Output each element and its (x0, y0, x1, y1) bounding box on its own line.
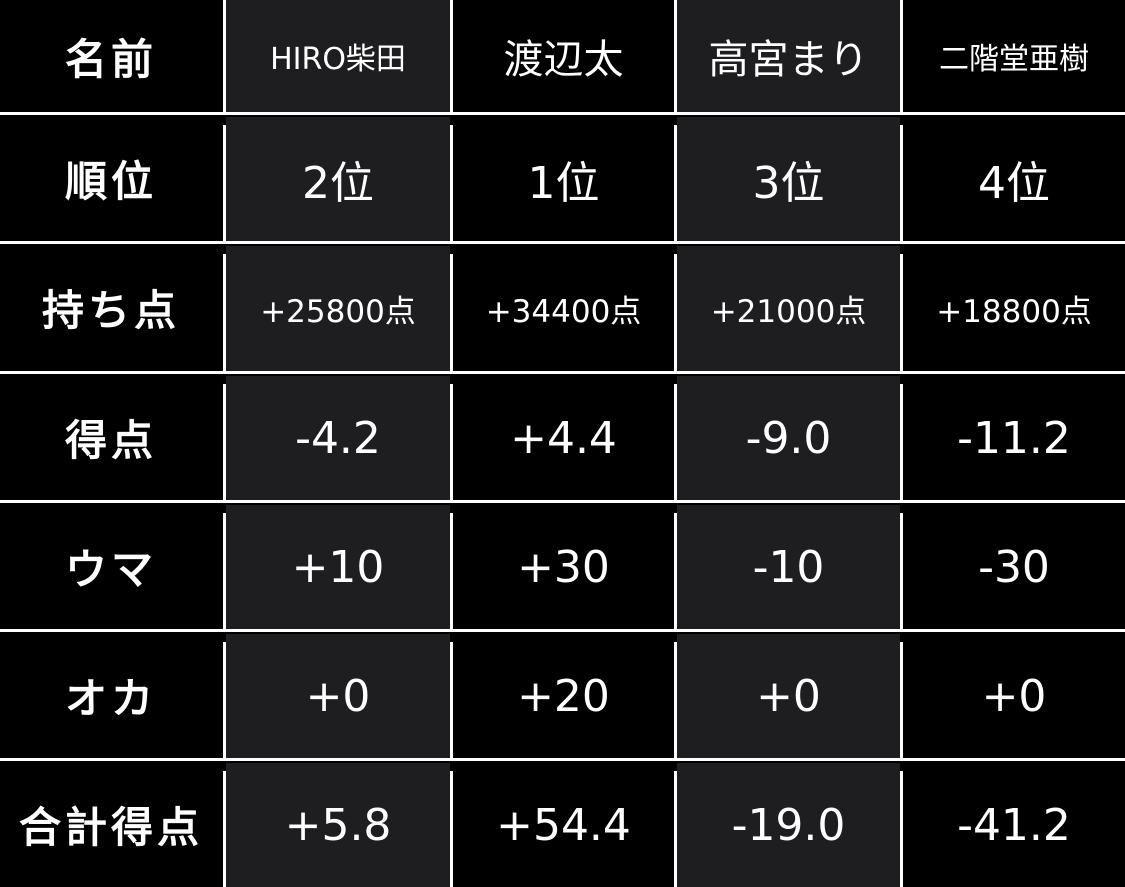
column-divider (674, 771, 677, 887)
row-label-oka: オカ (64, 673, 157, 723)
cell-points-player-4: +18800点 (936, 294, 1092, 330)
cell-uma-player-3: -10 (677, 505, 900, 629)
cell-oka-player-2: +20 (517, 670, 610, 722)
column-divider (450, 513, 453, 629)
row-label-uma: ウマ (64, 544, 157, 594)
row-divider (0, 112, 1125, 115)
cell-total-player-2: +54.4 (496, 799, 631, 851)
column-divider (450, 0, 453, 112)
cell-rank-player-4: 4位 (978, 158, 1050, 209)
column-divider (223, 384, 226, 500)
column-divider (900, 513, 903, 629)
column-divider (450, 125, 453, 241)
column-divider (674, 254, 677, 371)
column-divider (900, 642, 903, 758)
column-divider (223, 771, 226, 887)
cell-uma-player-4: -30 (978, 541, 1050, 593)
cell-rank-player-1: 2位 (226, 117, 450, 241)
column-divider (450, 384, 453, 500)
row-divider (0, 758, 1125, 761)
cell-rank-player-3: 3位 (677, 117, 900, 241)
cell-oka-player-4: +0 (981, 670, 1047, 722)
cell-name-player-3: 高宮まり (677, 0, 900, 112)
cell-uma-player-1: +10 (226, 505, 450, 629)
column-divider (674, 125, 677, 241)
row-label-score: 得点 (64, 415, 157, 465)
row-label-points: 持ち点 (41, 286, 180, 335)
cell-total-player-4: -41.2 (957, 799, 1071, 851)
column-divider (223, 642, 226, 758)
row-divider (0, 500, 1125, 503)
column-divider (674, 513, 677, 629)
cell-name-player-2: 渡辺太 (503, 37, 624, 83)
column-divider (223, 125, 226, 241)
column-divider (900, 254, 903, 371)
cell-name-player-1: HIRO柴田 (226, 0, 450, 112)
row-label-rank: 順位 (64, 156, 157, 206)
row-label-total: 合計得点 (18, 802, 203, 852)
column-divider (450, 254, 453, 371)
row-label-name: 名前 (64, 34, 157, 84)
cell-rank-player-2: 1位 (527, 158, 600, 209)
cell-points-player-2: +34400点 (485, 294, 642, 330)
column-divider (450, 771, 453, 887)
cell-total-player-1: +5.8 (226, 763, 450, 887)
column-divider (674, 0, 677, 112)
cell-score-player-3: -9.0 (677, 376, 900, 500)
column-divider (674, 384, 677, 500)
column-divider (450, 642, 453, 758)
cell-score-player-2: +4.4 (510, 412, 617, 464)
cell-score-player-4: -11.2 (957, 412, 1071, 464)
cell-name-player-4: 二階堂亜樹 (939, 42, 1089, 77)
cell-oka-player-1: +0 (226, 634, 450, 758)
row-divider (0, 629, 1125, 632)
column-divider (223, 254, 226, 371)
column-divider (223, 0, 226, 112)
column-divider (900, 771, 903, 887)
cell-uma-player-2: +30 (517, 541, 610, 593)
cell-points-player-1: +25800点 (226, 246, 450, 371)
row-divider (0, 241, 1125, 244)
column-divider (900, 384, 903, 500)
cell-points-player-3: +21000点 (677, 246, 900, 371)
cell-score-player-1: -4.2 (226, 376, 450, 500)
column-divider (900, 0, 903, 112)
row-divider (0, 371, 1125, 374)
column-divider (900, 125, 903, 241)
column-divider (674, 642, 677, 758)
cell-total-player-3: -19.0 (677, 763, 900, 887)
cell-oka-player-3: +0 (677, 634, 900, 758)
column-divider (223, 513, 226, 629)
